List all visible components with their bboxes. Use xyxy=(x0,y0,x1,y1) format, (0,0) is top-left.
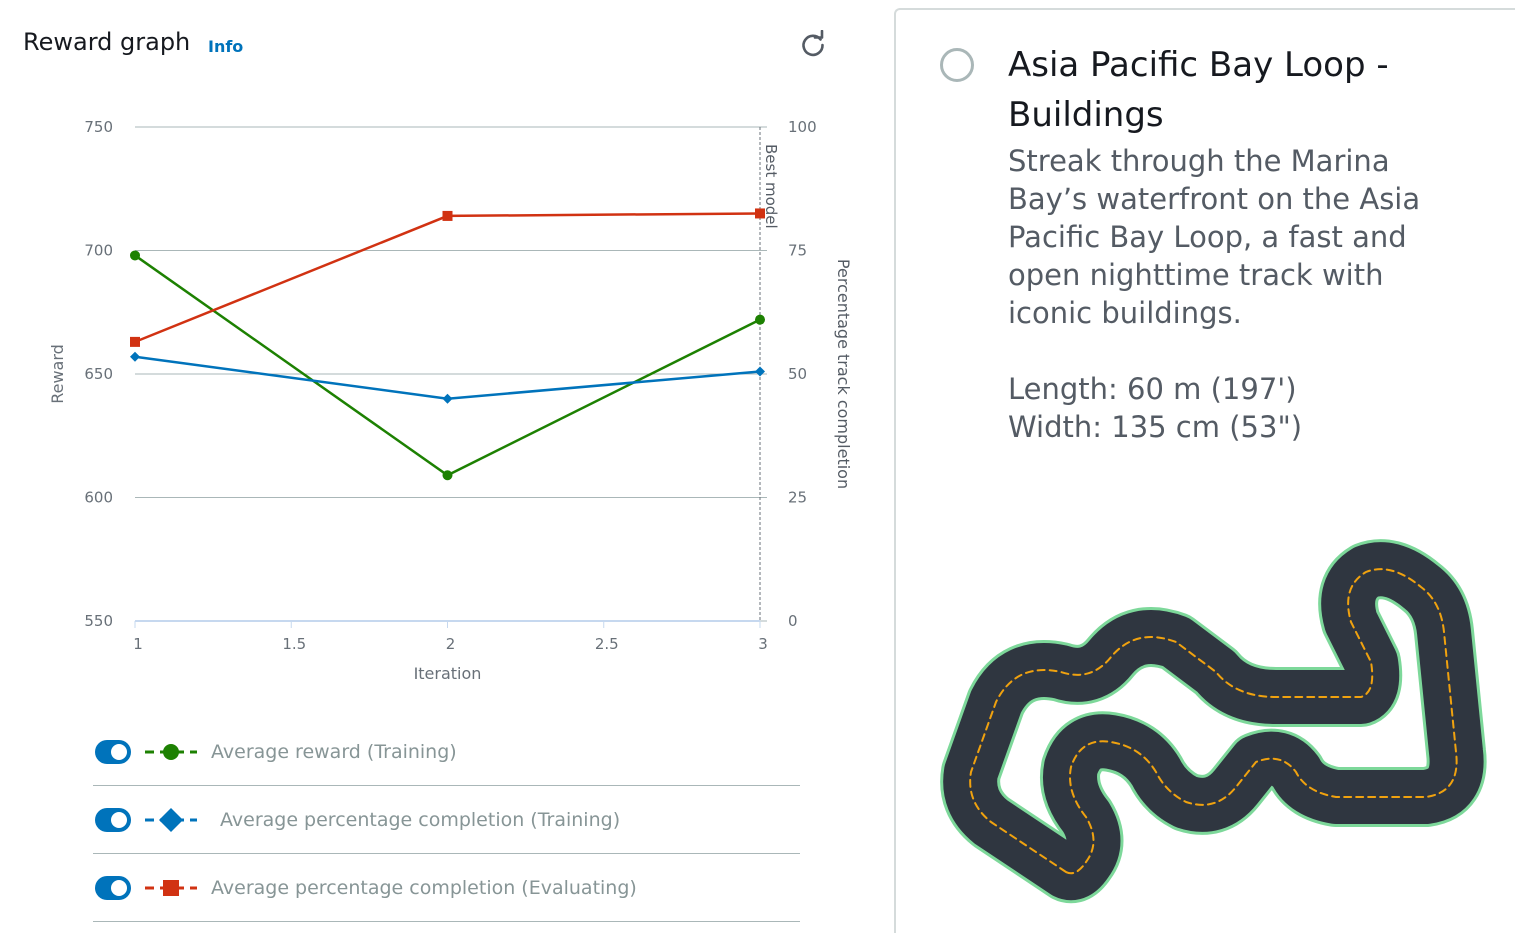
data-point-square xyxy=(130,336,140,347)
chart-legend: Average reward (Training) Average percen… xyxy=(93,718,800,922)
legend-diamond-marker-icon xyxy=(145,808,197,832)
data-point-diamond xyxy=(130,351,140,362)
y2-tick-label: 25 xyxy=(788,489,807,507)
legend-label-training-reward: Average reward (Training) xyxy=(211,741,457,763)
reward-graph-panel: Reward graph Info 550 600 650 700 750 0 25 50 75… xyxy=(23,28,853,922)
track-width: Width: 135 cm (53") xyxy=(1008,410,1303,444)
toggle-icon[interactable] xyxy=(95,740,131,764)
y-tick-label: 600 xyxy=(84,489,113,507)
reward-graph-title: Reward graph xyxy=(23,28,191,56)
info-link[interactable]: Info xyxy=(208,37,244,56)
legend-square-marker-icon xyxy=(145,880,197,896)
legend-label-evaluating-completion: Average percentage completion (Evaluatin… xyxy=(211,877,637,899)
series-line xyxy=(134,254,761,477)
track-description: Streak through the Marina Bay’s waterfro… xyxy=(1008,144,1421,330)
data-point-square xyxy=(442,210,453,221)
x-axis-title: Iteration xyxy=(414,664,482,683)
y-axis-title: Reward xyxy=(48,344,67,404)
y2-tick-label: 50 xyxy=(788,365,807,383)
legend-label-training-completion: Average percentage completion (Training) xyxy=(220,809,621,831)
legend-circle-marker-icon xyxy=(145,744,197,760)
y2-tick-label: 0 xyxy=(788,612,798,630)
y2-axis-title: Percentage track completion xyxy=(834,259,853,489)
radio-button[interactable] xyxy=(940,48,974,82)
y-tick-label: 650 xyxy=(84,365,113,383)
legend-row-training-reward: Average reward (Training) xyxy=(93,718,800,786)
data-point-circle xyxy=(755,314,765,325)
best-model-label: Best model xyxy=(762,144,780,229)
data-point-diamond xyxy=(442,393,453,404)
x-tick-label: 1 xyxy=(133,635,143,653)
data-point-circle xyxy=(130,250,140,261)
y-tick-label: 750 xyxy=(84,118,113,136)
x-tick-label: 2 xyxy=(446,635,456,653)
toggle-icon[interactable] xyxy=(95,876,131,900)
y-tick-label: 700 xyxy=(84,242,113,260)
track-title: Asia Pacific Bay Loop - Buildings xyxy=(1008,45,1389,135)
reward-line-chart: 550 600 650 700 750 0 25 50 75 100 1 1.5 2 2.5 3 Iterat… xyxy=(48,118,853,683)
y2-tick-label: 75 xyxy=(788,242,807,260)
toggle-icon[interactable] xyxy=(95,808,131,832)
x-tick-label: 1.5 xyxy=(282,635,306,653)
refresh-icon[interactable] xyxy=(798,29,828,60)
data-point-square xyxy=(755,208,765,219)
track-map-image xyxy=(940,539,1487,904)
track-length: Length: 60 m (197') xyxy=(1008,372,1297,406)
data-point-diamond xyxy=(755,366,765,377)
track-card[interactable]: Asia Pacific Bay Loop - Buildings Streak… xyxy=(894,8,1515,933)
x-tick-label: 3 xyxy=(758,635,768,653)
legend-row-evaluating-completion: Average percentage completion (Evaluatin… xyxy=(93,854,800,922)
data-point-circle xyxy=(442,470,453,481)
y-tick-label: 550 xyxy=(84,612,113,630)
series-line xyxy=(134,355,761,400)
y2-tick-label: 100 xyxy=(788,118,817,136)
legend-row-training-completion: Average percentage completion (Training) xyxy=(93,786,800,854)
x-tick-label: 2.5 xyxy=(595,635,619,653)
